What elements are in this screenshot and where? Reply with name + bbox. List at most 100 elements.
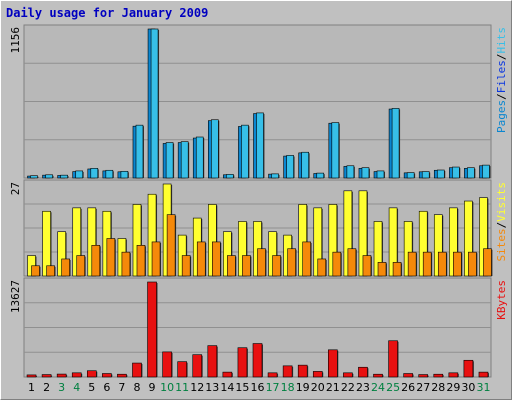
kbytes-bar <box>418 374 429 378</box>
hits-bar <box>30 175 38 179</box>
day-label: 23 <box>356 381 370 394</box>
sites-bar <box>242 255 251 277</box>
kbytes-max-label: 13627 <box>9 280 22 313</box>
sites-bar <box>91 245 101 277</box>
day-label: 20 <box>311 381 325 394</box>
day-label: 8 <box>133 381 140 394</box>
kbytes-bar <box>328 349 338 378</box>
sites-bar <box>422 251 432 277</box>
day-label: 7 <box>118 381 125 394</box>
hits-bar <box>361 167 370 179</box>
sites-bar <box>437 251 447 277</box>
hits-bar <box>45 174 53 179</box>
day-label: 31 <box>476 381 490 394</box>
sites-bar <box>106 238 116 277</box>
kbytes-bar <box>478 371 489 378</box>
day-label: 26 <box>401 381 415 394</box>
hits-max-label: 1156 <box>9 27 22 54</box>
hits-legend-item: / <box>495 93 508 100</box>
day-label: 18 <box>281 381 295 394</box>
hits-bar <box>60 174 68 179</box>
kbytes-bar <box>26 374 37 378</box>
hits-bar <box>105 169 114 179</box>
sites-bar <box>76 255 86 277</box>
day-label: 21 <box>326 381 340 394</box>
kbytes-bar <box>41 374 52 378</box>
sites-bar <box>362 255 372 277</box>
kbytes-bar <box>448 372 459 378</box>
day-label: 15 <box>235 381 249 394</box>
sites-bar <box>332 251 342 277</box>
kbytes-bar <box>343 372 353 378</box>
day-label: 28 <box>431 381 445 394</box>
sites-bar <box>61 258 70 277</box>
sites-bar <box>483 248 492 277</box>
kbytes-bar <box>56 373 67 378</box>
hits-legend-item: Hits <box>495 27 508 54</box>
day-label: 1 <box>28 381 35 394</box>
sites-bar <box>302 241 311 277</box>
sites-bar <box>166 214 176 277</box>
sites-bar <box>31 265 40 277</box>
sites-bar <box>121 251 131 277</box>
kbytes-bar <box>132 362 142 378</box>
day-label: 17 <box>266 381 280 394</box>
sites-bar <box>181 255 191 277</box>
hits-bar <box>211 119 219 179</box>
kbytes-bar <box>403 373 413 378</box>
visits-legend: Sites/Visits <box>495 182 508 262</box>
kbytes-bar <box>312 371 323 378</box>
kbytes-bar <box>358 366 368 378</box>
hits-bar <box>346 165 355 179</box>
kbytes-bar <box>463 359 474 378</box>
kbytes-bar <box>207 345 218 378</box>
visits-legend-item: Visits <box>495 182 508 222</box>
sites-bar <box>196 241 206 277</box>
hits-legend-item: Files <box>495 60 508 93</box>
sites-bar <box>136 245 146 277</box>
sites-bar <box>468 251 477 277</box>
day-label: 11 <box>175 381 189 394</box>
kbytes-bar <box>192 354 203 378</box>
sites-bar <box>227 255 236 277</box>
chart-title: Daily usage for January 2009 <box>6 6 209 20</box>
hits-bar <box>331 122 340 179</box>
sites-bar <box>392 262 402 277</box>
hits-bar <box>316 172 325 179</box>
kbytes-bar <box>86 370 97 378</box>
sites-bar <box>347 248 357 277</box>
hits-bar <box>135 124 144 179</box>
sites-bar <box>377 262 387 277</box>
kbytes-bar <box>177 361 187 378</box>
hits-bar <box>421 171 430 179</box>
hits-bar <box>391 108 400 179</box>
sites-bar <box>317 258 327 277</box>
day-label: 30 <box>461 381 475 394</box>
day-label: 27 <box>416 381 430 394</box>
day-label: 19 <box>296 381 310 394</box>
sites-bar <box>212 241 221 277</box>
kbytes-bar <box>282 365 293 378</box>
kbytes-bar <box>162 351 172 378</box>
kbytes-bar <box>147 281 157 378</box>
sites-bar <box>46 265 55 277</box>
hits-bar <box>75 170 84 179</box>
visits-legend-item: Sites <box>495 228 508 261</box>
hits-bar <box>482 164 490 179</box>
sites-bar <box>151 241 161 277</box>
hits-bar <box>301 151 309 179</box>
day-label: 4 <box>73 381 80 394</box>
day-label: 10 <box>160 381 174 394</box>
hits-bar <box>406 172 415 179</box>
day-label: 9 <box>149 381 156 394</box>
sites-bar <box>453 251 462 277</box>
kbytes-bar <box>433 373 444 378</box>
sites-bar <box>287 248 296 277</box>
sites-bar <box>407 251 417 277</box>
hits-bar <box>286 155 294 179</box>
kbytes-bar <box>373 373 383 378</box>
sites-bar <box>272 255 281 277</box>
kbytes-bar <box>222 371 233 378</box>
kbytes-bar <box>267 372 278 378</box>
